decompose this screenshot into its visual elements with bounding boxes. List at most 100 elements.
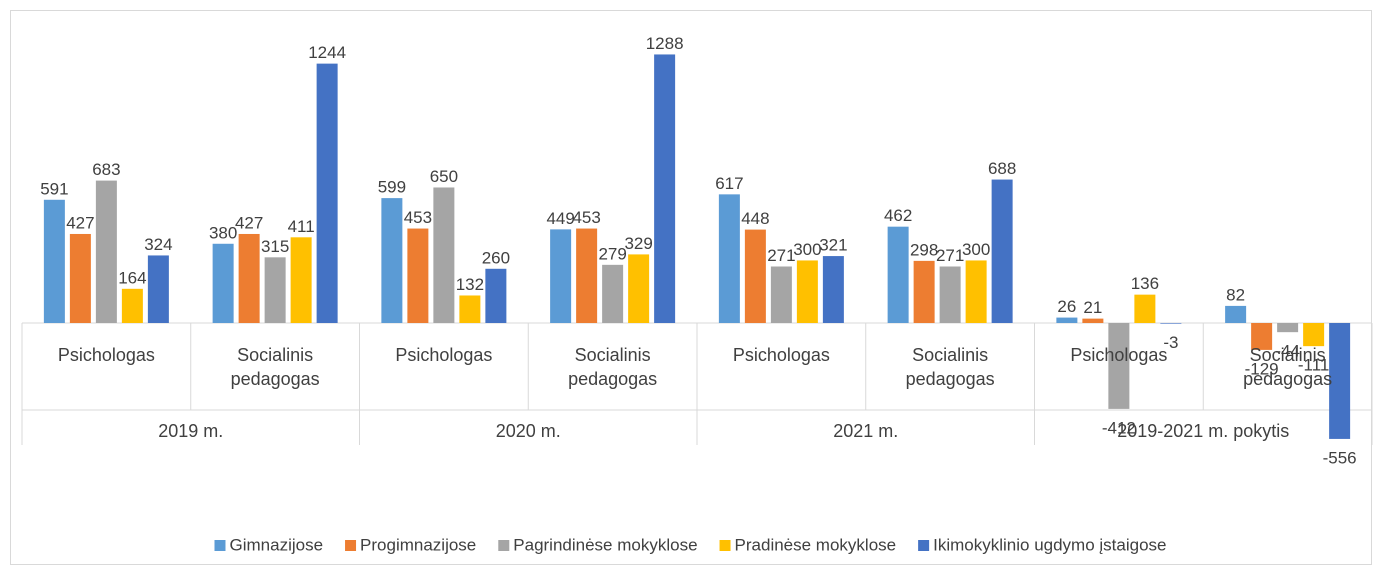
bar [965, 260, 987, 323]
data-label: 82 [1226, 285, 1245, 304]
category-label: Psichologas [1070, 345, 1168, 365]
bar [1108, 323, 1130, 409]
bar [1134, 294, 1156, 323]
bar [550, 229, 572, 323]
data-label: -412 [1102, 418, 1136, 437]
bar [1160, 323, 1182, 324]
bar [1082, 318, 1104, 323]
data-label: 300 [962, 240, 990, 259]
bar [264, 257, 286, 323]
data-label: 411 [288, 217, 315, 236]
data-label: 462 [884, 206, 912, 225]
bar [407, 228, 429, 323]
data-label: 300 [793, 240, 821, 259]
data-label: 26 [1057, 297, 1076, 316]
category-label: Psichologas [57, 345, 155, 365]
data-label: 21 [1083, 298, 1102, 317]
data-label: -129 [1245, 359, 1279, 378]
bar [459, 295, 481, 323]
category-label: Socialinis pedagogas [568, 345, 658, 389]
bar [913, 260, 935, 323]
bar [95, 180, 117, 323]
data-label: -111 [1298, 356, 1330, 375]
legend-swatch [345, 540, 357, 551]
category-label: Socialinis pedagogas [905, 345, 995, 389]
data-label: 324 [144, 235, 172, 254]
data-label: 329 [624, 234, 652, 253]
legend-label: Ikimokyklinio ugdymo įstaigose [933, 535, 1166, 554]
group-label: 2019 m. [158, 421, 224, 441]
group-label: 2020 m. [495, 421, 561, 441]
bar [316, 63, 338, 323]
bar [485, 268, 507, 323]
data-label: 136 [1131, 274, 1159, 293]
data-label: 132 [456, 275, 484, 294]
bar [822, 256, 844, 323]
data-label: 298 [910, 240, 938, 259]
data-label: 321 [819, 236, 847, 255]
group-label: 2019-2021 m. pokytis [1117, 421, 1290, 441]
bar [654, 54, 676, 324]
data-label: 260 [482, 248, 510, 267]
data-label: -3 [1163, 333, 1178, 352]
data-label: 1244 [308, 43, 346, 62]
bar [1225, 305, 1247, 323]
legend-label: Pagrindinėse mokyklose [513, 535, 697, 554]
data-label: 449 [546, 209, 574, 228]
legend-label: Pradinėse mokyklose [735, 535, 897, 554]
bar [1251, 323, 1273, 350]
bar [212, 243, 234, 323]
data-label: 271 [767, 246, 795, 265]
category-label: Psichologas [732, 345, 830, 365]
bar [1056, 317, 1078, 323]
bar [770, 266, 792, 323]
bar [796, 260, 818, 323]
bar [1303, 323, 1325, 347]
data-label: 427 [66, 213, 94, 232]
bar [1277, 323, 1299, 333]
data-label: 164 [118, 268, 146, 287]
legend-swatch [214, 540, 226, 551]
data-label: -44 [1275, 342, 1300, 361]
bar [290, 237, 312, 323]
chart-frame [10, 10, 1372, 565]
data-label: 279 [598, 244, 626, 263]
bar [43, 199, 65, 323]
bar [238, 233, 260, 323]
legend: Gimnazijose Progimnazijose Pagrindinėse mo… [214, 535, 1167, 554]
bar [718, 194, 740, 323]
data-label: 271 [936, 246, 964, 265]
data-label: 591 [40, 179, 68, 198]
data-label: 688 [988, 159, 1016, 178]
data-label: 453 [404, 208, 432, 227]
data-label: -556 [1323, 448, 1357, 467]
data-label: 1288 [646, 34, 684, 53]
data-label: 380 [209, 223, 237, 242]
data-label: 683 [92, 160, 120, 179]
bar [147, 255, 169, 323]
data-label: 448 [741, 209, 769, 228]
bar [628, 254, 650, 323]
bar [939, 266, 961, 323]
data-label: 599 [378, 178, 406, 197]
legend-swatch [918, 540, 930, 551]
bar [69, 233, 91, 323]
bar [381, 198, 403, 323]
bar [744, 229, 766, 323]
bar [991, 179, 1013, 323]
legend-label: Progimnazijose [360, 535, 476, 554]
category-label: Socialinis pedagogas [230, 345, 320, 389]
data-label: 427 [235, 213, 263, 232]
bar [576, 228, 598, 323]
data-label: 617 [715, 174, 743, 193]
bar [1329, 323, 1351, 439]
bar [887, 226, 909, 323]
bar [121, 288, 143, 323]
data-label: 453 [572, 208, 600, 227]
legend-swatch [719, 540, 731, 551]
data-label: 650 [430, 167, 458, 186]
group-label: 2021 m. [833, 421, 899, 441]
category-label: Socialinis pedagogas [1243, 345, 1333, 389]
